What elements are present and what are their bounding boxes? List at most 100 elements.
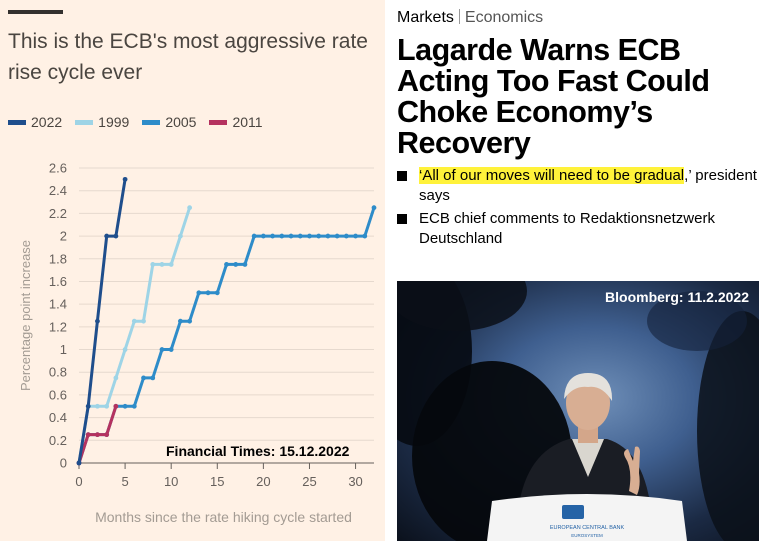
- x-tick-label: 30: [348, 474, 362, 489]
- data-point-1999: [150, 262, 156, 267]
- line-chart: 0 0.2 0.4 0.6 0.8 1 1.2 1.4 1.6 1.8 2 2.2 2.4 2.6 0 5 10…: [18, 161, 377, 525]
- legend-item-2005: 2005: [142, 114, 196, 130]
- data-point-2005: [325, 233, 331, 239]
- data-point-2005: [334, 233, 340, 239]
- article-summary-list: ‘All of our moves will need to be gradua…: [397, 166, 759, 252]
- legend-label: 2011: [232, 114, 263, 130]
- legend-item-2022: 2022: [8, 114, 62, 130]
- ft-chart-panel: This is the ECB's most aggressive rate r…: [0, 0, 385, 541]
- y-tick-label: 0.2: [49, 433, 67, 448]
- data-point-1999: [141, 318, 146, 324]
- x-tick-label: 10: [164, 474, 178, 489]
- y-tick-label: 0: [60, 456, 67, 471]
- legend-swatch: [75, 119, 94, 125]
- article-headline: Lagarde Warns ECB Acting Too Fast Could …: [397, 33, 710, 160]
- legend-label: 2022: [31, 114, 63, 130]
- data-point-2011: [113, 403, 119, 409]
- data-point-2005: [168, 347, 174, 352]
- data-point-1999: [178, 233, 183, 239]
- ecb-logo-icon: [562, 505, 584, 519]
- ft-source-label: Financial Times: 15.12.2022: [162, 443, 354, 459]
- data-point-2005: [316, 233, 322, 239]
- data-point-2005: [178, 318, 183, 324]
- data-point-2005: [150, 375, 156, 381]
- data-point-2011: [95, 432, 100, 438]
- data-point-2005: [307, 233, 312, 239]
- data-point-2022: [113, 233, 119, 239]
- data-point-2022: [76, 460, 82, 466]
- data-point-1999: [187, 205, 193, 211]
- data-point-1999: [131, 318, 137, 324]
- breadcrumb-economics[interactable]: Economics: [464, 9, 544, 26]
- data-point-1999: [104, 403, 110, 409]
- data-point-2005: [214, 290, 220, 296]
- data-point-2005: [260, 233, 266, 239]
- y-tick-label: 1.6: [49, 274, 67, 289]
- legend-item-2011: 2011: [209, 114, 263, 130]
- x-tick-label: 15: [210, 474, 224, 489]
- data-point-2005: [122, 403, 128, 409]
- bloomberg-article-panel: Markets Economics Lagarde Warns ECB Actin…: [397, 0, 760, 541]
- data-point-1999: [168, 262, 174, 267]
- x-tick-label: 20: [256, 474, 270, 489]
- data-point-2005: [187, 318, 193, 324]
- data-point-2005: [131, 403, 137, 409]
- y-tick-label: 0.6: [49, 387, 67, 402]
- y-tick-label: 1: [60, 342, 67, 357]
- highlighted-quote: ‘All of our moves will need to be gradua…: [419, 167, 685, 184]
- breadcrumb: Markets Economics: [397, 9, 543, 27]
- y-tick-label: 0.8: [49, 365, 67, 380]
- podium-sublabel: EUROSYSTEM: [571, 533, 603, 538]
- breadcrumb-markets[interactable]: Markets: [397, 9, 454, 26]
- legend-label: 1999: [98, 114, 130, 130]
- data-point-2022: [122, 176, 128, 182]
- x-axis-title: Months since the rate hiking cycle start…: [95, 509, 352, 525]
- lagarde-speaking-illustration: EUROPEAN CENTRAL BANK EUROSYSTEM: [397, 281, 759, 541]
- bloomberg-source-label: Bloomberg: 11.2.2022: [605, 289, 749, 305]
- x-tick-label: 5: [121, 474, 128, 489]
- data-point-2005: [343, 233, 349, 239]
- data-point-2005: [196, 290, 202, 296]
- summary-bullet-1: ‘All of our moves will need to be gradua…: [397, 166, 759, 206]
- legend-swatch: [142, 119, 161, 125]
- data-point-2005: [141, 375, 146, 381]
- y-tick-label: 2.4: [49, 183, 67, 198]
- data-point-2005: [362, 233, 368, 239]
- data-point-2005: [371, 205, 377, 211]
- y-tick-label: 2.2: [49, 206, 67, 221]
- y-tick-label: 0.4: [49, 410, 67, 425]
- data-point-2022: [85, 403, 91, 409]
- legend-item-1999: 1999: [75, 114, 129, 130]
- legend-swatch: [209, 119, 228, 125]
- data-point-2005: [353, 233, 358, 239]
- data-point-2011: [104, 432, 110, 438]
- data-point-2005: [224, 262, 229, 267]
- article-photo: EUROPEAN CENTRAL BANK EUROSYSTEM Bloombe…: [397, 281, 759, 541]
- x-tick-label: 25: [302, 474, 316, 489]
- data-point-2005: [288, 233, 294, 239]
- data-point-2005: [297, 233, 303, 239]
- y-tick-label: 2: [60, 229, 67, 244]
- data-point-1999: [113, 375, 119, 381]
- legend-swatch: [8, 119, 26, 125]
- ft-title-rule: [8, 10, 63, 14]
- data-point-2011: [85, 432, 91, 438]
- podium-label: EUROPEAN CENTRAL BANK: [550, 525, 625, 531]
- x-tick-label: 0: [75, 474, 82, 489]
- series-line-2022: [77, 177, 127, 465]
- y-tick-label: 1.4: [49, 297, 67, 312]
- data-point-2022: [95, 318, 100, 324]
- data-point-1999: [122, 347, 128, 352]
- data-point-1999: [159, 262, 165, 267]
- data-point-2005: [279, 233, 285, 239]
- data-point-2005: [159, 347, 165, 352]
- summary-bullet-2: ECB chief comments to Redaktionsnetzwerk…: [397, 209, 759, 249]
- y-axis-title: Percentage point increase: [18, 240, 33, 391]
- data-point-2005: [270, 233, 275, 239]
- chart-title: This is the ECB's most aggressive rate r…: [8, 30, 368, 84]
- y-tick-label: 2.6: [49, 161, 67, 176]
- data-point-2005: [251, 233, 257, 239]
- legend-label: 2005: [165, 114, 197, 130]
- chart-legend: 2022 1999 2005 2011: [8, 114, 276, 130]
- summary-bullet-1-rest: ,’ president says: [419, 167, 757, 204]
